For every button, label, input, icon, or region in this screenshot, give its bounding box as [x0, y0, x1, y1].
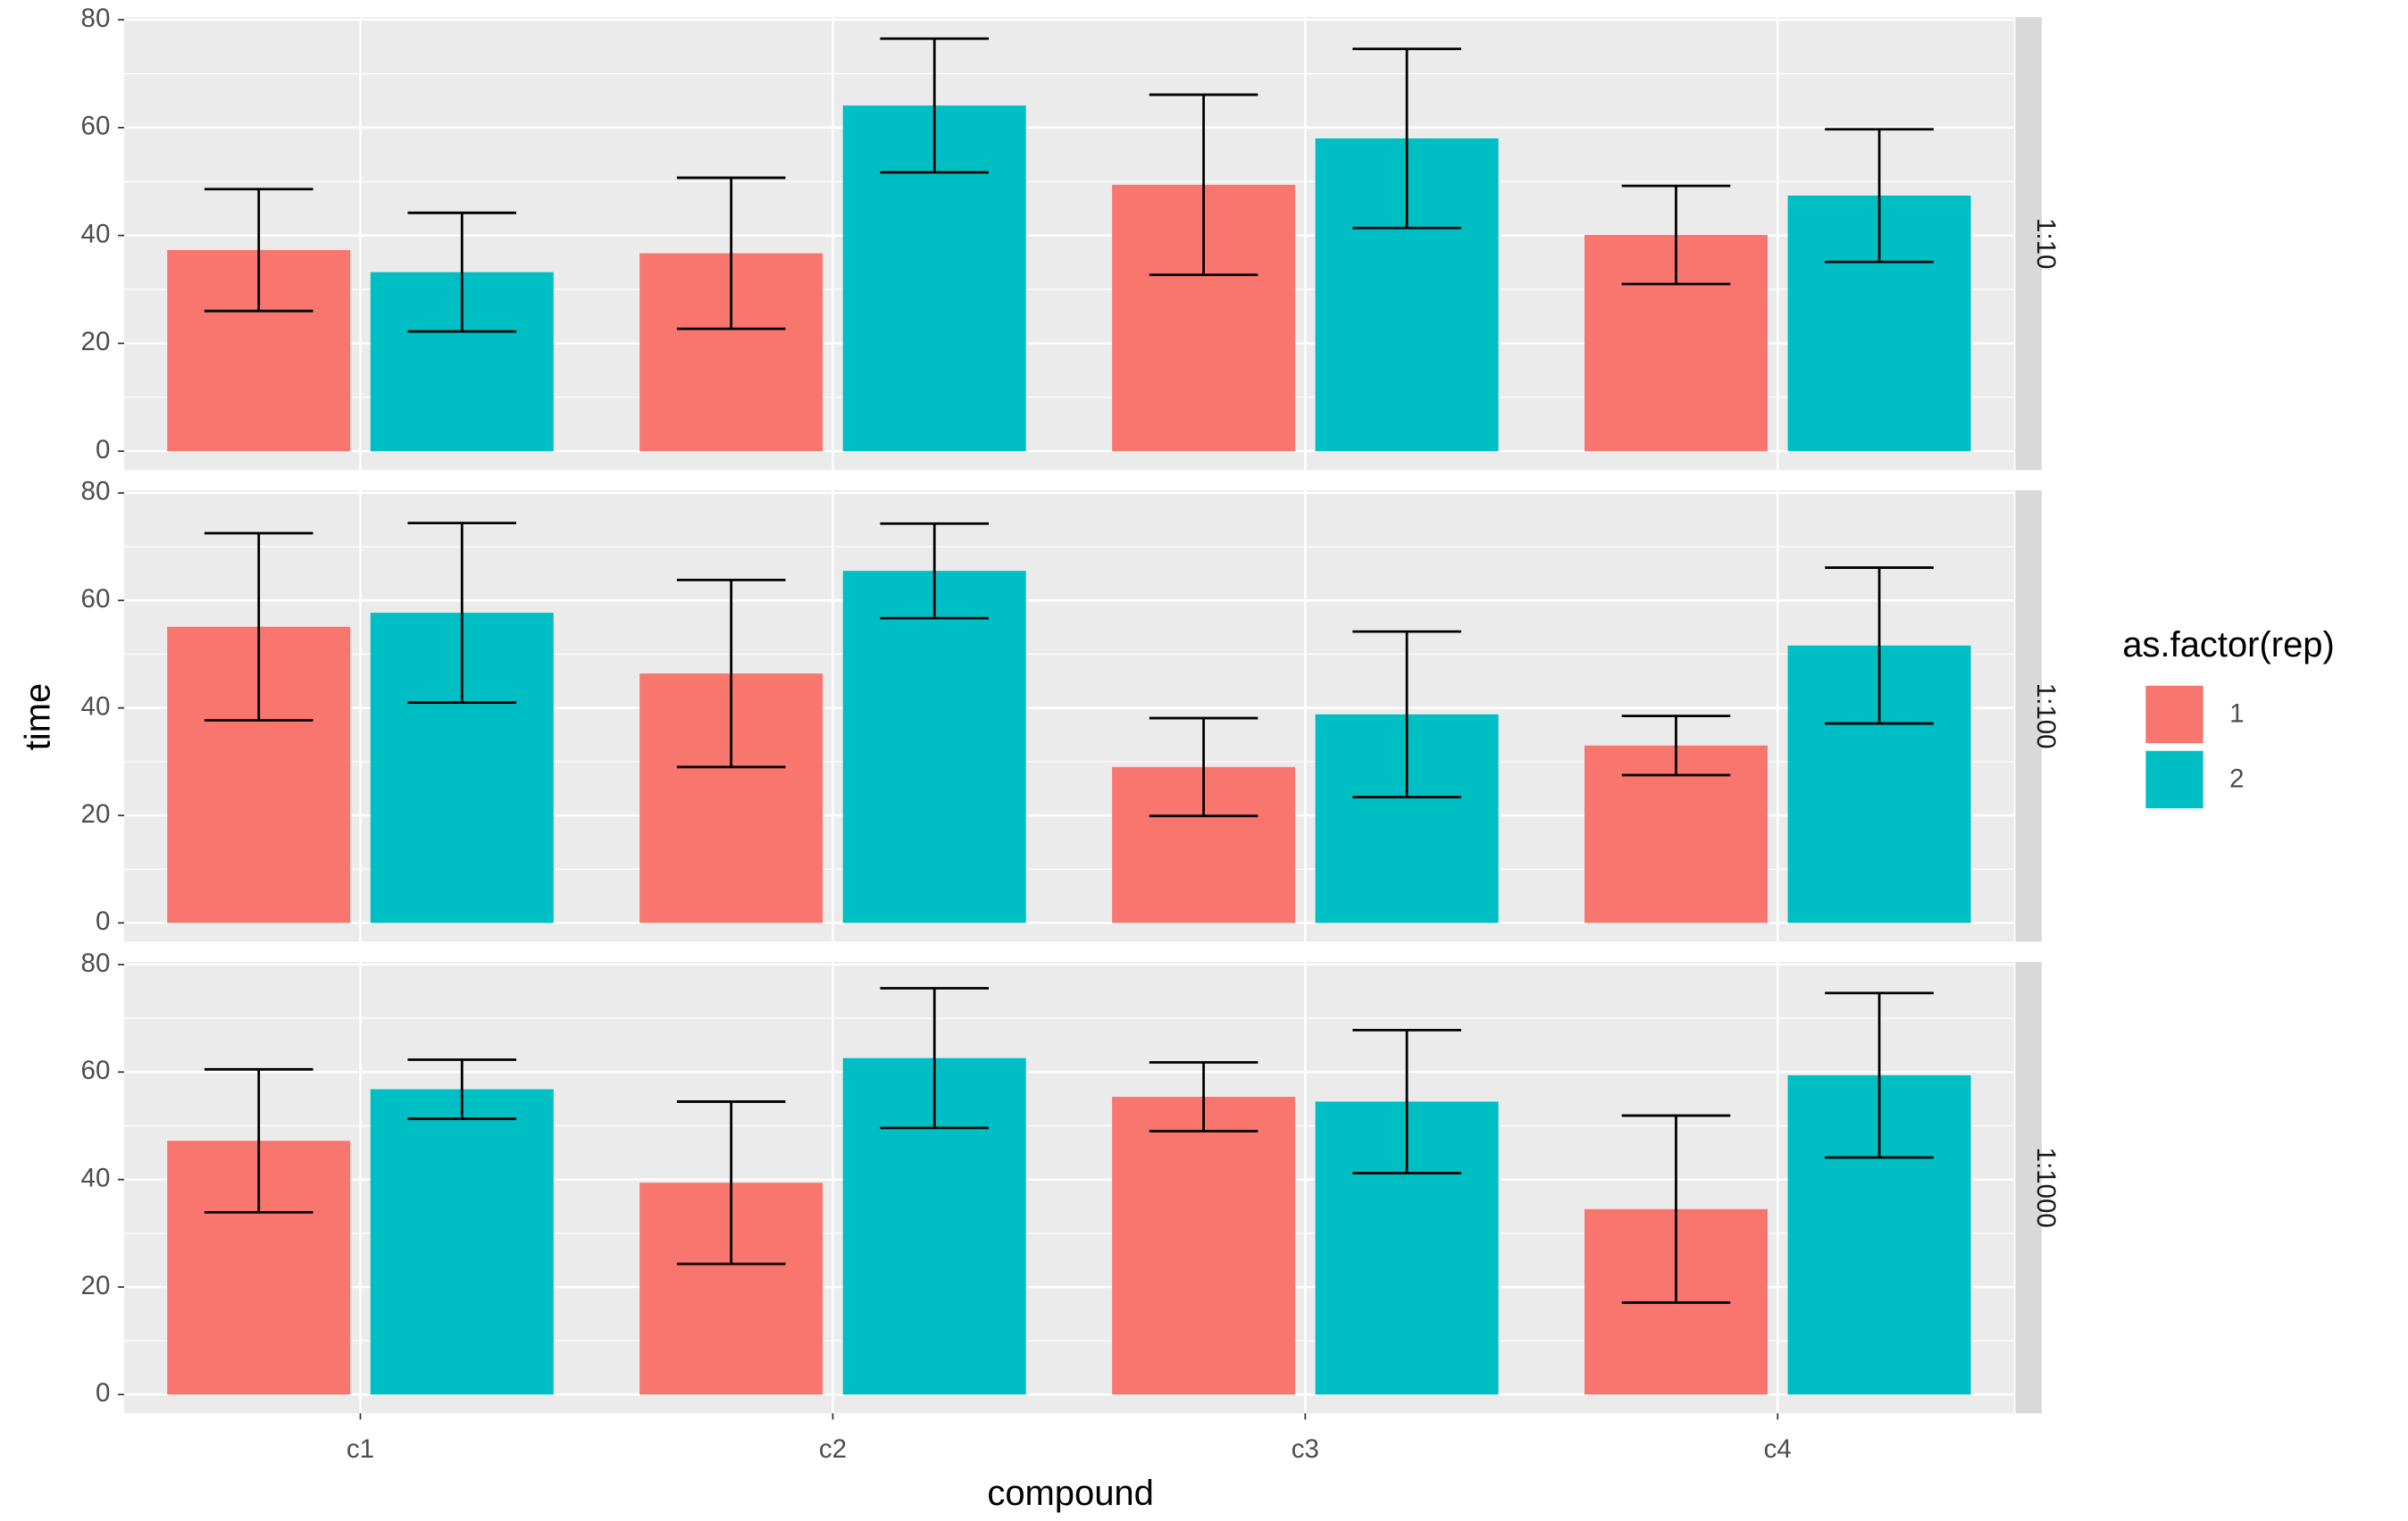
- bar: [1112, 1097, 1296, 1395]
- legend-key: [2145, 685, 2203, 744]
- y-tick-label: 20: [81, 1271, 111, 1300]
- y-tick-label: 80: [81, 477, 111, 506]
- y-tick-label: 80: [81, 4, 111, 33]
- error-bar: [204, 188, 314, 313]
- legend-title: as.factor(rep): [2122, 625, 2334, 664]
- y-tick-label: 60: [81, 1056, 111, 1085]
- y-tick-label: 0: [96, 435, 110, 464]
- error-bar: [880, 987, 989, 1130]
- y-tick-label: 80: [81, 949, 111, 978]
- strip-background: [2015, 17, 2043, 471]
- error-bar: [1149, 1061, 1258, 1132]
- y-tick-label: 0: [96, 1378, 110, 1408]
- y-tick-label: 40: [81, 219, 111, 248]
- error-bar: [1621, 1114, 1731, 1304]
- error-bar: [1352, 1029, 1461, 1174]
- error-bar: [407, 1058, 517, 1121]
- y-tick-label: 60: [81, 112, 111, 141]
- strip-label: 1:10: [2031, 218, 2061, 269]
- bar: [842, 571, 1026, 923]
- x-tick-label: c1: [347, 1434, 374, 1464]
- strip-label: 1:1000: [2031, 1148, 2061, 1228]
- legend-label: 1: [2229, 699, 2244, 729]
- legend-key: [2145, 750, 2203, 809]
- y-tick-label: 0: [96, 907, 110, 936]
- error-bar: [204, 531, 314, 722]
- x-axis-title: compound: [987, 1474, 1154, 1513]
- strip-background: [2015, 489, 2043, 942]
- y-tick-label: 60: [81, 584, 111, 614]
- error-bar: [1621, 715, 1731, 777]
- error-bar: [676, 579, 786, 769]
- error-bar: [407, 211, 517, 333]
- error-bar: [407, 522, 517, 704]
- y-tick-label: 20: [81, 799, 111, 829]
- error-bar: [1825, 566, 1934, 725]
- error-bar: [1825, 991, 1934, 1159]
- y-tick-label: 40: [81, 1163, 111, 1192]
- y-axis-title: time: [19, 683, 58, 750]
- y-tick-label: 40: [81, 691, 111, 721]
- x-tick-label: c4: [1764, 1434, 1792, 1464]
- error-bar: [1825, 128, 1934, 263]
- error-bar: [676, 1100, 786, 1266]
- error-bar: [204, 1067, 314, 1214]
- error-bar: [880, 37, 989, 174]
- error-bar: [1149, 716, 1258, 817]
- legend-label: 2: [2229, 765, 2244, 794]
- error-bar: [676, 176, 786, 330]
- error-bar: [1621, 184, 1731, 286]
- x-tick-label: c3: [1292, 1434, 1319, 1464]
- error-bar: [1352, 47, 1461, 230]
- x-tick-label: c2: [819, 1434, 847, 1464]
- error-bar: [1352, 630, 1461, 798]
- y-tick-label: 20: [81, 327, 111, 356]
- strip-label: 1:100: [2031, 683, 2061, 749]
- strip-background: [2015, 961, 2043, 1414]
- error-bar: [1149, 93, 1258, 277]
- bar: [370, 1089, 554, 1395]
- error-bar: [880, 522, 989, 620]
